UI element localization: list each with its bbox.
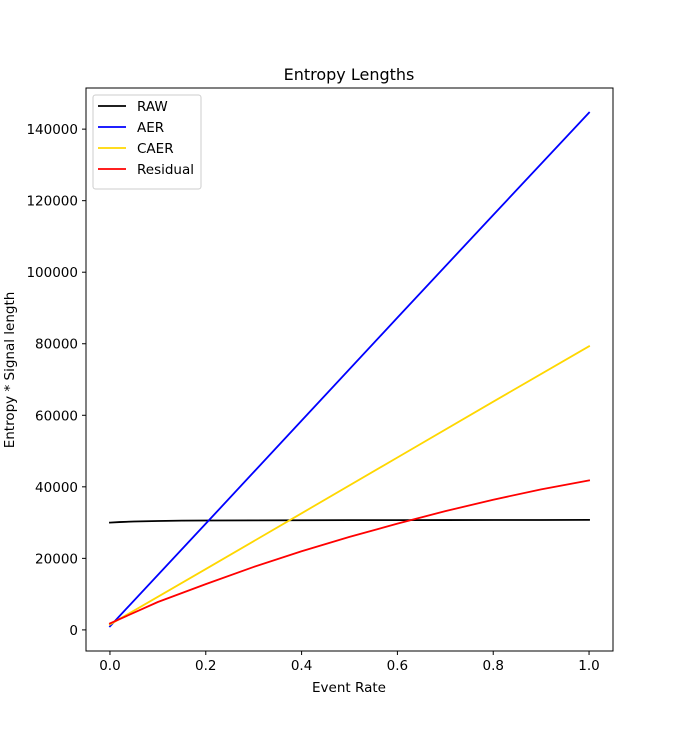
x-tick-label: 0.2 xyxy=(195,658,216,674)
x-tick-label: 0.6 xyxy=(387,658,408,674)
series-line-raw xyxy=(109,519,590,524)
y-tick-label: 140000 xyxy=(26,122,78,138)
legend-box xyxy=(92,94,202,190)
x-tick-label: 0.8 xyxy=(482,658,503,674)
x-tick-label: 0.0 xyxy=(99,658,120,674)
legend-label-residual: Residual xyxy=(137,162,194,178)
y-tick-label: 120000 xyxy=(26,194,78,210)
x-axis: 0.0 0.2 0.4 0.6 0.8 1.0 xyxy=(99,651,600,674)
y-tick-label: 40000 xyxy=(35,480,78,496)
legend-label-raw: RAW xyxy=(137,99,168,115)
y-tick-label: 0 xyxy=(69,623,78,639)
series-layer xyxy=(108,111,591,628)
plot-frame xyxy=(85,87,614,652)
y-tick-label: 100000 xyxy=(26,265,78,281)
legend-label-aer: AER xyxy=(137,120,164,136)
series-line-residual xyxy=(108,479,591,625)
legend: RAW AER CAER Residual xyxy=(92,94,202,190)
series-line-caer xyxy=(108,345,591,626)
y-tick-label: 20000 xyxy=(35,551,78,567)
series-line-aer xyxy=(108,111,591,628)
y-tick-label: 60000 xyxy=(35,408,78,424)
y-axis-label: Entropy * Signal length xyxy=(2,292,18,449)
legend-label-caer: CAER xyxy=(137,141,174,157)
x-axis-label: Event Rate xyxy=(312,680,386,696)
x-tick-label: 0.4 xyxy=(291,658,312,674)
y-tick-label: 80000 xyxy=(35,337,78,353)
y-axis: 0 20000 40000 60000 80000 100000 120000 140000 xyxy=(26,122,86,639)
chart-title: Entropy Lengths xyxy=(284,65,415,84)
x-tick-label: 1.0 xyxy=(578,658,599,674)
